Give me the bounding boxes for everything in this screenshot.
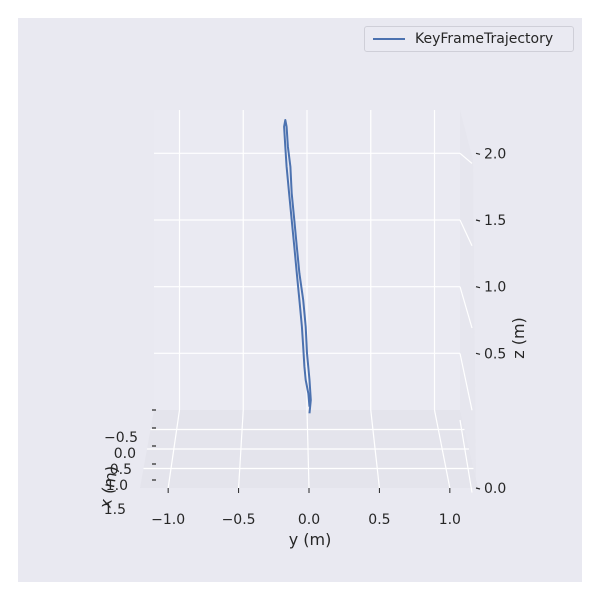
- z-tick-mark: [475, 487, 481, 490]
- z-tick-label: 0.0: [484, 481, 506, 497]
- z-tick-mark: [475, 152, 481, 155]
- x-tick-label: 0.5: [110, 462, 132, 478]
- grid-line-z-side: [459, 286, 473, 329]
- legend: KeyFrameTrajectory: [364, 26, 574, 52]
- z-tick-mark: [475, 352, 481, 355]
- series-line-keyframetrajectory: [283, 119, 312, 414]
- legend-entry-label: KeyFrameTrajectory: [415, 31, 554, 47]
- y-tick-label: −1.0: [151, 512, 185, 528]
- y-tick-label: 0.5: [368, 512, 390, 528]
- grid-line-z-side: [459, 152, 473, 164]
- axes-panes: [140, 110, 478, 488]
- y-tick-label: 0.0: [298, 512, 320, 528]
- y-tick-label: −0.5: [222, 512, 256, 528]
- x-tick-label: 0.0: [114, 446, 136, 462]
- z-tick-label: 1.5: [484, 213, 506, 229]
- chart-svg: −1.0 −0.5 0.0 0.5 1.00.00.51.01.52.0−0.50.00…: [96, 110, 528, 549]
- grid-line-z-side: [459, 419, 473, 493]
- z-tick-label: 1.0: [484, 280, 506, 296]
- z-tick-label: 2.0: [484, 146, 506, 162]
- side-pane: [460, 110, 476, 488]
- x-tick-label: 1.0: [106, 478, 128, 494]
- z-tick-mark: [475, 286, 481, 289]
- grid-line-z-side: [459, 353, 473, 411]
- y-axis-label: y (m): [289, 530, 332, 549]
- figure-canvas: −1.0 −0.5 0.0 0.5 1.0 0.0 0.5 1.0 1.5 2.0 −0.5 0.0 0…: [18, 18, 582, 582]
- z-axis-label: z (m): [509, 317, 528, 359]
- z-tick-label: 0.5: [484, 346, 506, 362]
- grid-line-z-side: [459, 219, 473, 246]
- tick-labels: −1.0 −0.5 0.0 0.5 1.00.00.51.01.52.0−0.50.00…: [104, 146, 507, 528]
- y-tick-label: 1.0: [439, 512, 461, 528]
- z-tick-mark: [475, 219, 481, 222]
- series-layer: [283, 119, 312, 414]
- x-tick-label: 1.5: [104, 502, 126, 518]
- legend-line-swatch: [373, 38, 405, 40]
- x-tick-label: −0.5: [104, 430, 138, 446]
